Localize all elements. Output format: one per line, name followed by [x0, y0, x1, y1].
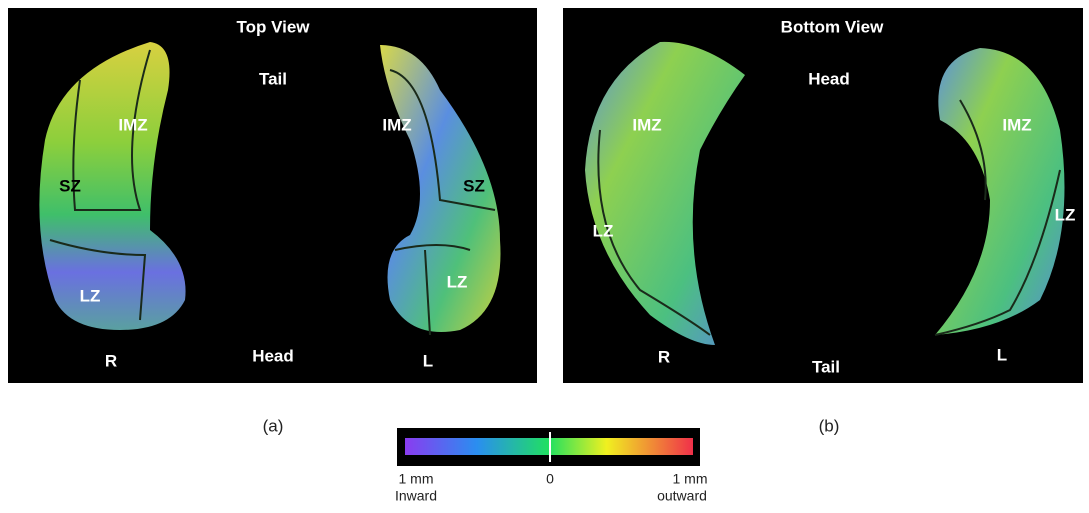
colorbar-label: 1 mm [399, 471, 434, 487]
region-label: LZ [80, 286, 101, 305]
figure: Top View Tail IMZ IMZ SZ SZ LZ LZ R Head… [0, 0, 1089, 513]
side-label: L [997, 345, 1007, 364]
panel-a: Top View Tail IMZ IMZ SZ SZ LZ LZ R Head… [8, 8, 537, 383]
region-label: Tail [812, 357, 840, 376]
colorbar: 1 mm Inward 0 1 mm outward [395, 428, 708, 504]
region-label: LZ [593, 221, 614, 240]
region-label: LZ [447, 272, 468, 291]
panel-b: Bottom View Head IMZ IMZ LZ LZ R Tail L [563, 8, 1083, 383]
colorbar-label: 0 [546, 471, 554, 487]
side-label: R [105, 351, 117, 370]
region-label: SZ [59, 176, 81, 195]
region-label: Tail [259, 69, 287, 88]
region-label: IMZ [382, 115, 411, 134]
side-label: R [658, 347, 670, 366]
panel-title: Top View [236, 17, 310, 36]
region-label: Head [252, 346, 294, 365]
region-label: SZ [463, 176, 485, 195]
colorbar-label: outward [657, 488, 707, 504]
panel-title: Bottom View [781, 17, 884, 36]
colorbar-label: 1 mm [673, 471, 708, 487]
panel-caption: (a) [263, 416, 284, 435]
region-label: Head [808, 69, 850, 88]
region-label: LZ [1055, 205, 1076, 224]
region-label: IMZ [1002, 115, 1031, 134]
region-label: IMZ [118, 115, 147, 134]
colorbar-label: Inward [395, 488, 437, 504]
side-label: L [423, 351, 433, 370]
panel-caption: (b) [819, 416, 840, 435]
region-label: IMZ [632, 115, 661, 134]
